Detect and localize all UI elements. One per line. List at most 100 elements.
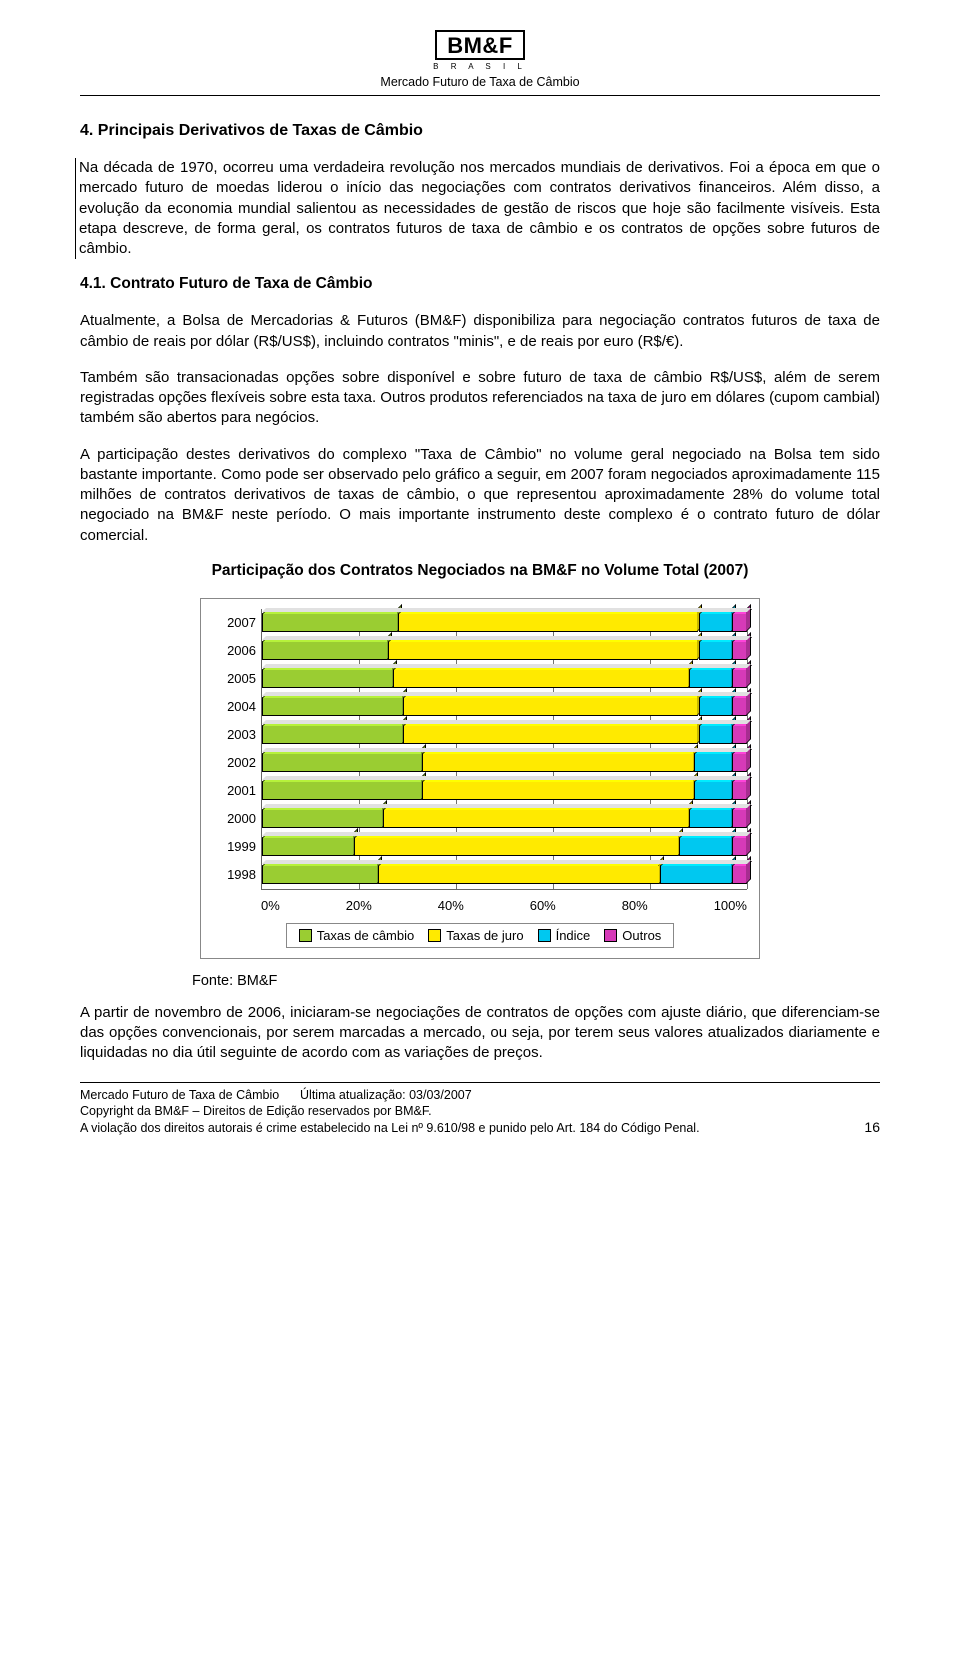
- chart-source: Fonte: BM&F: [192, 973, 880, 989]
- bar-segment: [732, 809, 747, 828]
- bar-segment: [422, 781, 694, 800]
- bar-segment: [262, 697, 403, 716]
- bar-segment: [689, 669, 733, 688]
- bar-segment: [262, 781, 422, 800]
- bar-segment: [694, 753, 733, 772]
- legend-swatch: [428, 929, 441, 942]
- legend-item: Outros: [604, 928, 661, 943]
- footer-doc-title: Mercado Futuro de Taxa de Câmbio: [80, 1088, 279, 1102]
- bar-year-label: 2002: [208, 755, 256, 770]
- bar-row: 1998: [262, 861, 747, 889]
- page-footer: Mercado Futuro de Taxa de Câmbio Última …: [80, 1087, 880, 1138]
- legend-swatch: [538, 929, 551, 942]
- bar-year-label: 2005: [208, 671, 256, 686]
- bar-row: 1999: [262, 833, 747, 861]
- bar-year-label: 2004: [208, 699, 256, 714]
- legend-item: Taxas de juro: [428, 928, 523, 943]
- bar-segment: [699, 697, 733, 716]
- header-title: Mercado Futuro de Taxa de Câmbio: [80, 75, 880, 89]
- legend-swatch: [299, 929, 312, 942]
- x-axis-tick: 0%: [261, 898, 280, 913]
- bar-segment: [732, 641, 747, 660]
- x-axis-tick: 20%: [346, 898, 372, 913]
- bar-segment: [262, 809, 383, 828]
- bar-segment: [732, 697, 747, 716]
- bar-segment: [378, 865, 659, 884]
- bar-year-label: 2007: [208, 615, 256, 630]
- bar-row: 2006: [262, 637, 747, 665]
- x-axis-tick: 60%: [530, 898, 556, 913]
- bar-segment: [354, 837, 679, 856]
- bar-year-label: 2006: [208, 643, 256, 658]
- section-title: 4. Principais Derivativos de Taxas de Câ…: [80, 122, 880, 140]
- bar-row: 2002: [262, 749, 747, 777]
- bar-row: 2004: [262, 693, 747, 721]
- bar-segment: [694, 781, 733, 800]
- paragraph-4: A participação destes derivativos do com…: [80, 445, 880, 546]
- chart-legend: Taxas de câmbio Taxas de juro Índice Outros: [286, 923, 675, 948]
- paragraph-intro: Na década de 1970, ocorreu uma verdadeir…: [75, 158, 880, 259]
- logo-subtext: B R A S I L: [80, 62, 880, 71]
- bar-row: 2007: [262, 609, 747, 637]
- brand-logo: BM&F: [435, 30, 525, 60]
- bar-segment: [262, 725, 403, 744]
- bar-segment: [732, 781, 747, 800]
- bar-segment: [262, 641, 388, 660]
- header-divider: [80, 95, 880, 96]
- bar-segment: [732, 837, 747, 856]
- bar-segment: [262, 613, 398, 632]
- bar-segment: [679, 837, 732, 856]
- bar-row: 2005: [262, 665, 747, 693]
- subsection-title: 4.1. Contrato Futuro de Taxa de Câmbio: [80, 275, 880, 293]
- x-axis-tick: 40%: [438, 898, 464, 913]
- bar-segment: [262, 753, 422, 772]
- legend-swatch: [604, 929, 617, 942]
- page-header: BM&F B R A S I L Mercado Futuro de Taxa …: [80, 30, 880, 89]
- paragraph-3: Também são transacionadas opções sobre d…: [80, 368, 880, 429]
- bar-segment: [699, 725, 733, 744]
- bar-segment: [732, 865, 747, 884]
- footer-copyright: Copyright da BM&F – Direitos de Edição r…: [80, 1104, 432, 1118]
- bar-year-label: 1999: [208, 839, 256, 854]
- legend-label: Taxas de juro: [446, 928, 523, 943]
- bar-segment: [732, 753, 747, 772]
- legend-item: Taxas de câmbio: [299, 928, 415, 943]
- paragraph-2: Atualmente, a Bolsa de Mercadorias & Fut…: [80, 311, 880, 352]
- bar-row: 2003: [262, 721, 747, 749]
- bar-segment: [660, 865, 733, 884]
- logo-text: BM&F: [447, 33, 513, 58]
- bar-year-label: 2003: [208, 727, 256, 742]
- bar-segment: [393, 669, 689, 688]
- bar-year-label: 1998: [208, 867, 256, 882]
- legend-label: Taxas de câmbio: [317, 928, 415, 943]
- x-axis-tick: 100%: [714, 898, 747, 913]
- bar-row: 2000: [262, 805, 747, 833]
- bar-segment: [699, 613, 733, 632]
- bar-segment: [262, 865, 378, 884]
- chart-x-axis: 0% 20% 40% 60% 80% 100%: [261, 898, 747, 913]
- bar-segment: [383, 809, 689, 828]
- stacked-bar-chart: 2007200620052004200320022001200019991998…: [200, 598, 760, 959]
- bar-year-label: 2000: [208, 811, 256, 826]
- bar-segment: [732, 613, 747, 632]
- bar-segment: [388, 641, 698, 660]
- bar-segment: [403, 697, 699, 716]
- bar-segment: [689, 809, 733, 828]
- bar-segment: [732, 669, 747, 688]
- bar-year-label: 2001: [208, 783, 256, 798]
- bar-segment: [398, 613, 699, 632]
- chart-title: Participação dos Contratos Negociados na…: [80, 562, 880, 580]
- legend-label: Outros: [622, 928, 661, 943]
- legend-label: Índice: [556, 928, 591, 943]
- paragraph-after-chart: A partir de novembro de 2006, iniciaram-…: [80, 1003, 880, 1064]
- bar-segment: [403, 725, 699, 744]
- bar-segment: [732, 725, 747, 744]
- x-axis-tick: 80%: [622, 898, 648, 913]
- bar-row: 2001: [262, 777, 747, 805]
- legend-item: Índice: [538, 928, 591, 943]
- page-number: 16: [864, 1118, 880, 1137]
- chart-plot-area: 2007200620052004200320022001200019991998: [261, 609, 747, 890]
- bar-segment: [262, 837, 354, 856]
- footer-legal: A violação dos direitos autorais é crime…: [80, 1121, 700, 1135]
- bar-segment: [262, 669, 393, 688]
